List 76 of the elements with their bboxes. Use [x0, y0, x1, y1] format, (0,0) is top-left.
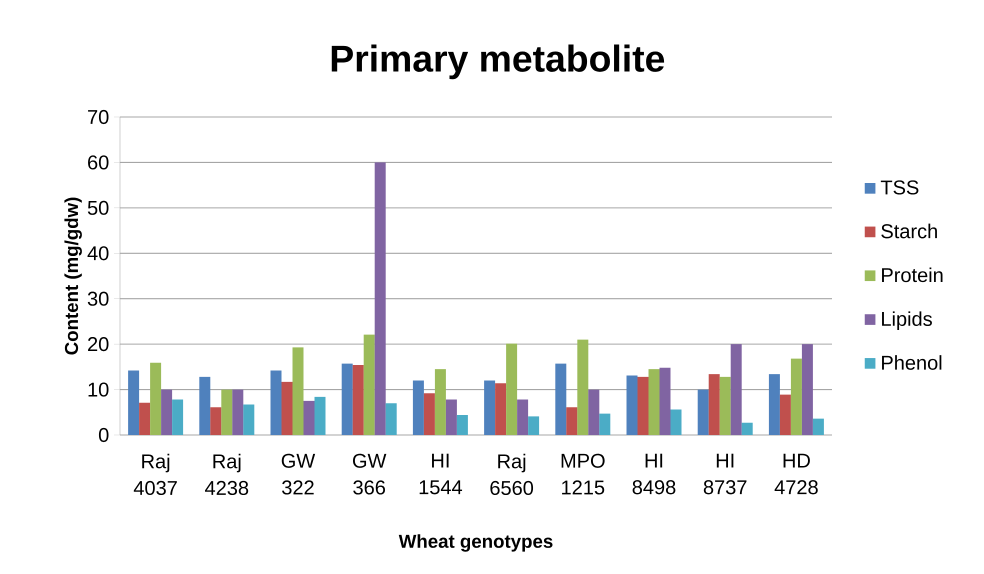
- bar: [150, 362, 162, 435]
- chart-title: Primary metabolite: [332, 44, 664, 80]
- x-tick-label: HI 8737: [704, 454, 746, 494]
- bar: [638, 376, 649, 435]
- x-tick-label: HI 1544: [420, 454, 462, 494]
- bar: [128, 370, 140, 435]
- bar: [292, 347, 304, 435]
- legend-label: Lipids: [882, 311, 932, 330]
- bar: [456, 415, 468, 435]
- bar: [172, 400, 184, 435]
- legend-label: Protein: [882, 267, 942, 282]
- bar: [232, 390, 244, 435]
- y-tick-label: 0: [98, 428, 108, 442]
- legend-label: TSS: [880, 180, 918, 195]
- legend-label: Phenol: [882, 355, 942, 370]
- bar: [506, 344, 518, 435]
- bar: [708, 374, 720, 435]
- x-tick-label: HD 4728: [774, 454, 818, 494]
- bar: [768, 374, 780, 435]
- y-tick-label: 40: [88, 246, 108, 260]
- bar: [566, 407, 578, 435]
- x-tick-label: GW 366: [352, 454, 386, 495]
- bar: [528, 416, 540, 435]
- bar: [626, 375, 638, 435]
- bar: [342, 364, 353, 435]
- bar: [314, 396, 326, 435]
- bar: [243, 404, 254, 435]
- bar: [599, 414, 610, 435]
- bar: [270, 370, 282, 435]
- x-tick-label: GW 322: [282, 454, 316, 495]
- y-tick-label: 20: [88, 337, 108, 352]
- bar: [199, 376, 210, 435]
- bar: [386, 403, 397, 435]
- bar: [802, 344, 813, 435]
- bar: [210, 407, 222, 435]
- bar: [555, 364, 566, 435]
- bar: [648, 369, 660, 435]
- x-tick-label: Raj 4238: [205, 454, 248, 496]
- y-tick-label: 70: [88, 110, 108, 124]
- bar: [424, 393, 435, 435]
- x-tick-label: Raj 6560: [490, 454, 534, 496]
- bar: [670, 410, 682, 435]
- bar: [161, 390, 172, 435]
- x-axis-title: Wheat genotypes: [398, 534, 552, 552]
- y-tick-label: 60: [88, 155, 108, 170]
- bar: [495, 383, 506, 435]
- bar: [720, 376, 731, 435]
- bar: [139, 402, 150, 435]
- bar: [780, 394, 791, 435]
- legend-label: Starch: [881, 224, 937, 238]
- bar: [446, 400, 457, 435]
- y-tick-label: 10: [88, 382, 108, 397]
- bar: [742, 422, 753, 435]
- bar: [352, 365, 364, 435]
- bar: [577, 340, 588, 435]
- bar: [364, 334, 375, 435]
- bar: [790, 358, 802, 435]
- y-tick-label: 50: [88, 200, 108, 215]
- bar: [730, 344, 742, 435]
- bar: [412, 380, 424, 435]
- bar: [304, 400, 315, 435]
- bar: [588, 390, 600, 435]
- y-axis-title: Content (mg/gdw): [64, 198, 82, 355]
- bar: [812, 418, 824, 435]
- bar: [484, 380, 496, 435]
- x-tick-label: Raj 4037: [134, 454, 177, 496]
- bar: [221, 390, 232, 435]
- bar: [434, 369, 446, 435]
- bar: [374, 162, 386, 435]
- bar: [282, 382, 293, 435]
- bar: [698, 390, 709, 435]
- x-tick-label: HI 8498: [632, 454, 676, 494]
- bar: [660, 368, 671, 435]
- x-tick-label: MPO 1215: [562, 454, 605, 495]
- bar: [517, 400, 528, 435]
- y-tick-label: 30: [88, 292, 108, 306]
